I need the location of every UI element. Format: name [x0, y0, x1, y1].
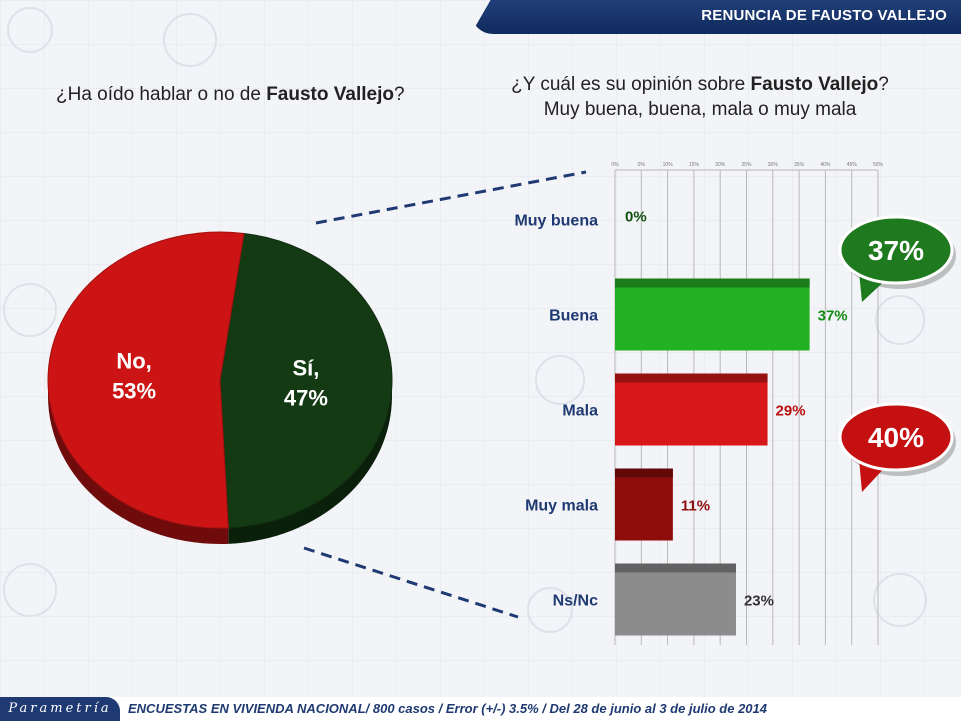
pie-slice	[219, 232, 393, 529]
bar-top-edge	[615, 278, 810, 288]
bar	[615, 278, 810, 351]
tick-label: 40%	[820, 162, 831, 168]
tick-label: 0%	[611, 162, 619, 168]
callout-bubble	[838, 402, 954, 472]
value-label: 37%	[818, 308, 848, 325]
tick-label: 10%	[663, 162, 674, 168]
callout-value: 37%	[868, 235, 924, 266]
pie-chart: Sí, 47% No, 53%	[47, 231, 393, 544]
bar-top-edge	[615, 563, 736, 573]
footer-text: ENCUESTAS EN VIVIENDA NACIONAL/ 800 caso…	[128, 701, 767, 716]
connector-lines	[303, 170, 587, 619]
bar-chart: 0% 0% 10% 15% 20% 25% 30% 35% 40% 45% 50% Muy buena…	[514, 162, 884, 645]
question-suffix: ?	[393, 84, 405, 105]
callout-value: 40%	[868, 422, 924, 453]
value-label: 29%	[776, 403, 806, 420]
tick-label: 25%	[741, 162, 752, 168]
connector-bottom	[303, 546, 519, 619]
category-label: Ns/Nc	[553, 593, 598, 610]
tick-label: 45%	[847, 162, 858, 168]
pie-slice-label: Sí,	[292, 355, 319, 380]
bar	[615, 563, 736, 636]
question-suffix: ?	[878, 74, 889, 95]
category-label: Mala	[562, 403, 598, 420]
footer: Parametría ENCUESTAS EN VIVIENDA NACIONA…	[0, 697, 961, 721]
tick-label: 35%	[794, 162, 805, 168]
category-label: Muy buena	[514, 213, 598, 230]
connector-top	[315, 170, 587, 225]
bar-top-edge	[615, 468, 673, 478]
value-label: 0%	[625, 209, 647, 226]
tick-label: 50%	[873, 162, 884, 168]
question-text: ¿Ha oído hablar o no de	[56, 84, 267, 105]
question-opinion: ¿Y cuál es su opinión sobre Fausto Valle…	[480, 72, 920, 122]
callout-bubble	[838, 215, 954, 285]
pie-slice	[47, 231, 245, 529]
pie-slice-label: No,	[116, 349, 151, 374]
value-label: 11%	[681, 498, 710, 515]
question-options: Muy buena, buena, mala o muy mala	[543, 99, 857, 120]
header-banner: RENUNCIA DE FAUSTO VALLEJO	[471, 0, 961, 34]
pie-slice-side	[228, 380, 392, 544]
value-label: 23%	[744, 593, 774, 610]
pie-slice-value: 47%	[284, 385, 328, 410]
tick-label: 0%	[638, 162, 646, 168]
tick-label: 15%	[689, 162, 700, 168]
category-label: Muy mala	[525, 498, 598, 515]
pie-slice-side	[48, 380, 229, 544]
question-heard-of: ¿Ha oído hablar o no de Fausto Vallejo?	[56, 84, 405, 106]
category-label: Buena	[549, 308, 598, 325]
bar	[615, 373, 768, 446]
question-name: Fausto Vallejo	[750, 74, 879, 95]
tick-label: 20%	[715, 162, 726, 168]
tick-label: 30%	[768, 162, 779, 168]
header-title: RENUNCIA DE FAUSTO VALLEJO	[701, 7, 947, 24]
question-text: ¿Y cuál es su opinión sobre	[511, 74, 751, 95]
bar	[615, 468, 673, 541]
footer-brand: Parametría	[0, 697, 120, 721]
callouts: 37% 40%	[838, 215, 956, 492]
question-name: Fausto Vallejo	[266, 84, 394, 105]
bar-top-edge	[615, 373, 768, 383]
pie-slice-value: 53%	[112, 379, 156, 404]
